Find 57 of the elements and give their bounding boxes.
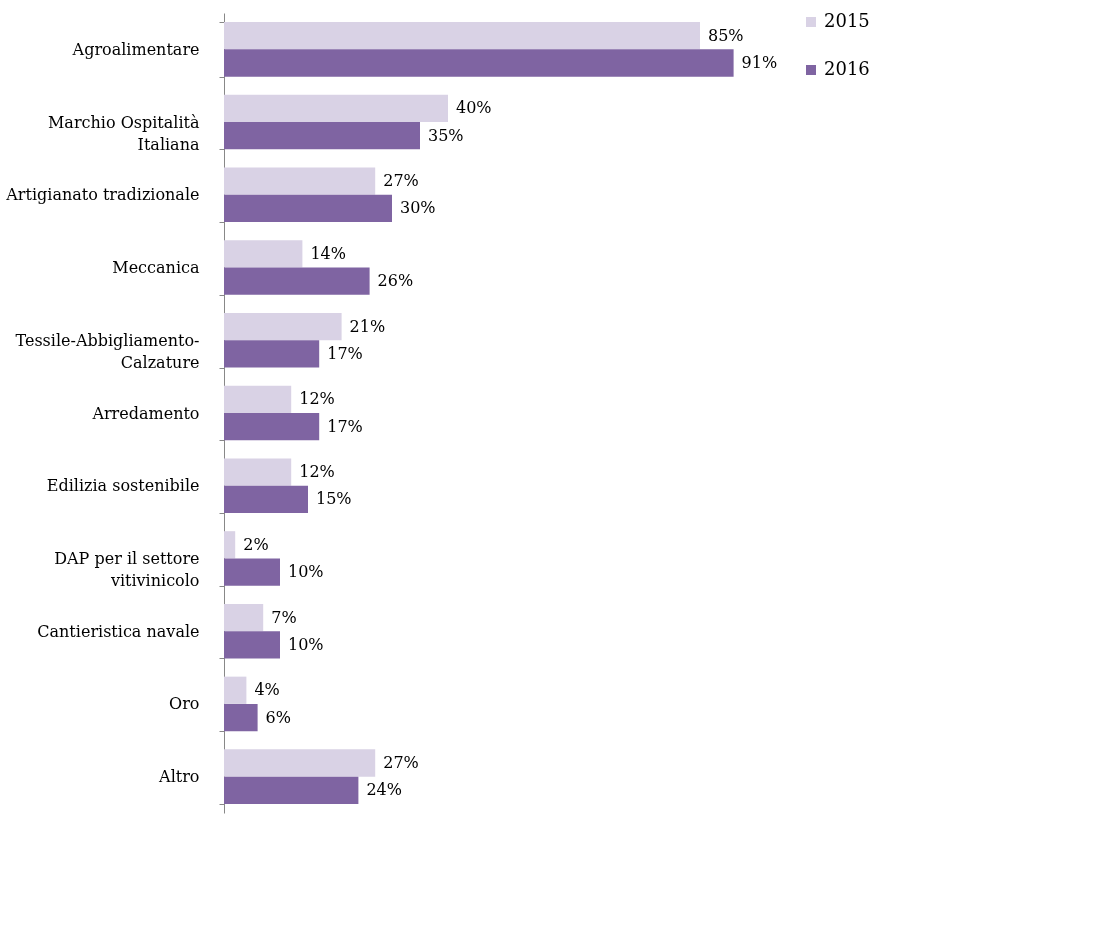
bar bbox=[224, 122, 420, 150]
bar bbox=[224, 749, 376, 777]
data-label: 14% bbox=[310, 243, 346, 263]
data-label: 27% bbox=[383, 171, 419, 191]
bar bbox=[224, 458, 292, 486]
data-label: 12% bbox=[299, 389, 335, 409]
bar bbox=[224, 676, 247, 704]
bar bbox=[224, 703, 258, 732]
data-label: 10% bbox=[288, 634, 324, 654]
data-label: 12% bbox=[299, 462, 335, 482]
data-label: 40% bbox=[456, 98, 492, 118]
bar bbox=[224, 558, 280, 586]
data-label: 17% bbox=[327, 343, 363, 363]
bar bbox=[224, 167, 376, 195]
data-label: 27% bbox=[383, 753, 419, 772]
bar bbox=[224, 413, 320, 441]
data-label: 85% bbox=[708, 25, 744, 45]
legend-label: 2015 bbox=[824, 10, 870, 31]
y-tick-label: Oro bbox=[169, 694, 200, 714]
y-tick-label: Cantieristica navale bbox=[37, 621, 200, 641]
y-tick-label: Altro bbox=[158, 767, 200, 787]
bar bbox=[224, 49, 734, 77]
y-tick-label: Edilizia sostenibile bbox=[46, 476, 200, 496]
y-tick-label: Arredamento bbox=[91, 403, 200, 423]
y-tick-label: DAP per il settore vitivinicolo bbox=[54, 548, 200, 590]
y-tick-label: Marchio Ospitalità Italiana bbox=[47, 112, 200, 154]
y-tick-label: Agroalimentare bbox=[71, 39, 200, 59]
data-label: 2% bbox=[243, 534, 269, 554]
y-tick-label: Artigianato tradizionale bbox=[5, 185, 200, 205]
y-tick-label: Meccanica bbox=[112, 258, 200, 278]
data-label: 21% bbox=[349, 316, 386, 336]
bar bbox=[224, 22, 700, 50]
data-label: 26% bbox=[377, 271, 414, 291]
bar bbox=[224, 313, 342, 341]
bar bbox=[224, 340, 320, 368]
legend-label: 2016 bbox=[824, 58, 870, 79]
data-label: 30% bbox=[400, 198, 436, 218]
data-label: 91% bbox=[741, 53, 778, 72]
bar bbox=[224, 267, 370, 295]
data-label: 6% bbox=[265, 707, 291, 727]
bar bbox=[224, 776, 359, 804]
data-label: 24% bbox=[366, 780, 402, 800]
data-label: 15% bbox=[316, 489, 352, 509]
bar bbox=[224, 194, 392, 223]
data-label: 17% bbox=[327, 416, 363, 436]
bar bbox=[224, 94, 448, 123]
bar bbox=[224, 603, 264, 632]
data-label: 35% bbox=[428, 125, 464, 145]
bar bbox=[224, 240, 303, 268]
bar bbox=[224, 631, 280, 659]
bar bbox=[224, 385, 292, 413]
bar bbox=[224, 531, 236, 559]
y-tick-label: Tessile-Abbigliamento- Calzature bbox=[15, 330, 200, 372]
data-label: 7% bbox=[271, 607, 297, 627]
data-label: 4% bbox=[254, 680, 280, 700]
bar bbox=[224, 485, 308, 513]
data-label: 10% bbox=[288, 562, 324, 582]
